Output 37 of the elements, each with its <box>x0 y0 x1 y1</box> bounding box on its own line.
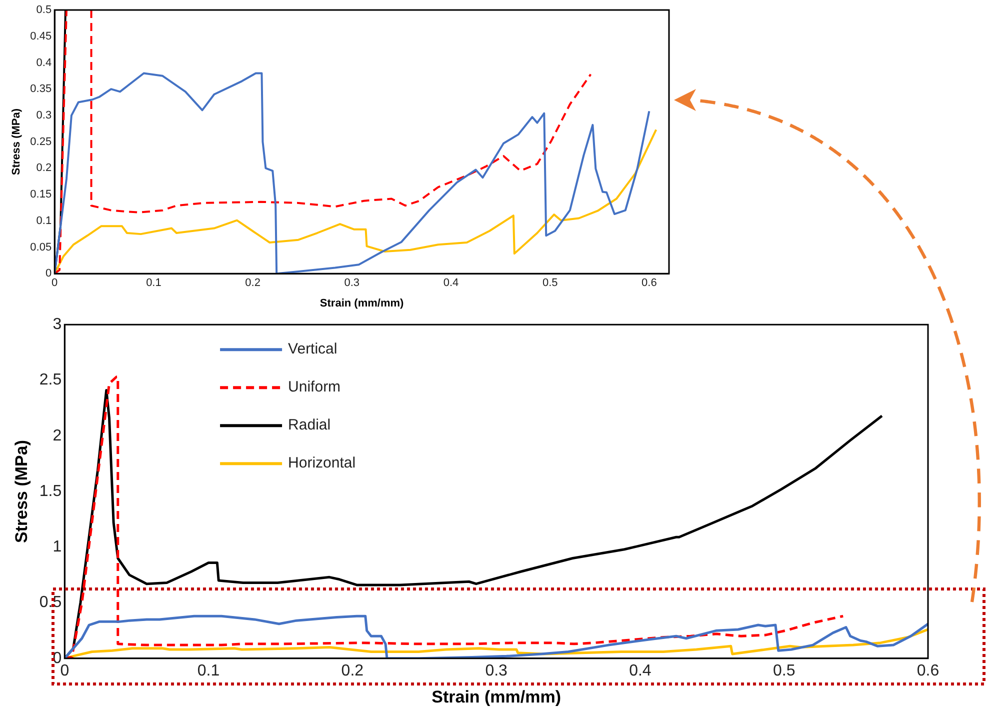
y-tick-label: 3 <box>52 316 62 334</box>
x-tick-label: 0.6 <box>916 662 940 680</box>
x-axis-title: Strain (mm/mm) <box>432 687 562 706</box>
y-tick-label: 0.4 <box>36 56 52 69</box>
x-tick-label: 0.2 <box>245 277 260 290</box>
x-tick-label: 0.1 <box>197 662 220 680</box>
y-tick-label: 0.15 <box>30 188 52 201</box>
x-axis-title: Strain (mm/mm) <box>320 297 404 310</box>
x-tick-label: 0.5 <box>542 277 558 290</box>
x-tick-label: 0.5 <box>772 662 796 680</box>
y-tick-label: 2.5 <box>39 372 62 389</box>
y-tick-label: 0.3 <box>36 109 52 122</box>
y-tick-label: 1.5 <box>39 482 62 500</box>
y-tick-label: 0.45 <box>30 30 52 42</box>
x-tick-label: 0.4 <box>629 662 652 680</box>
legend-label: Vertical <box>288 340 338 358</box>
legend-label: Horizontal <box>288 454 356 472</box>
y-tick-label: 0.1 <box>36 214 52 227</box>
y-tick-label: 1 <box>52 538 62 556</box>
y-tick-label: 0.25 <box>30 136 52 148</box>
legend-label: Uniform <box>288 378 341 396</box>
x-tick-label: 0.2 <box>341 662 364 680</box>
x-tick-label: 0.3 <box>485 662 508 680</box>
y-tick-label: 0.5 <box>36 4 52 16</box>
y-axis-title: Stress (MPa) <box>12 440 31 543</box>
x-tick-label: 0.4 <box>443 277 459 290</box>
y-tick-label: 2 <box>52 427 62 444</box>
y-tick-label: 0.2 <box>36 162 52 174</box>
x-tick-label: 0.6 <box>642 277 657 290</box>
x-tick-label: 0.1 <box>146 277 162 290</box>
y-axis-title: Stress (MPa) <box>10 108 23 176</box>
y-tick-label: 0.5 <box>39 594 62 612</box>
x-tick-label: 0.3 <box>344 277 360 290</box>
y-tick-label: 0 <box>45 268 52 280</box>
y-tick-label: 0.05 <box>30 241 52 254</box>
legend-label: Radial <box>288 416 331 434</box>
y-tick-label: 0.35 <box>30 83 52 96</box>
